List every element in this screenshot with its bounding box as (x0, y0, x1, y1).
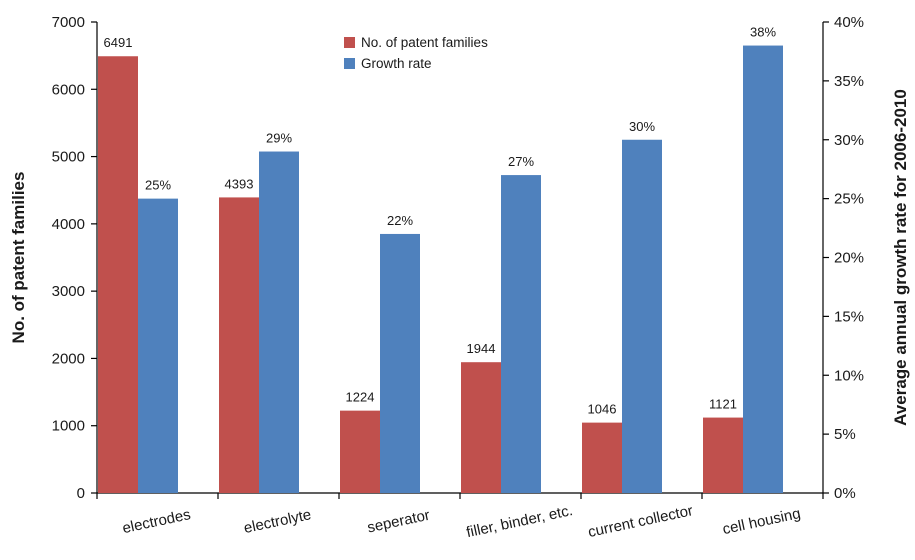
left-tick-label: 4000 (52, 216, 85, 233)
bar-growth-rate (380, 233, 420, 493)
bar-value-label: 1224 (346, 390, 375, 405)
right-tick-label: 15% (834, 308, 864, 325)
left-tick-label: 0 (77, 485, 85, 502)
bar-value-label: 4393 (225, 176, 254, 191)
bar-patent-families (461, 362, 501, 493)
left-tick-label: 7000 (52, 14, 85, 31)
bar-value-label: 1121 (709, 397, 737, 412)
bar-value-label: 22% (387, 213, 413, 228)
left-tick-label: 6000 (52, 81, 85, 98)
right-tick-label: 0% (834, 485, 856, 502)
category-label: electrolyte (242, 506, 312, 537)
right-tick-label: 5% (834, 426, 856, 443)
category-label: cell housing (721, 505, 802, 538)
bar-patent-families (703, 417, 743, 493)
left-axis-title: No. of patent families (9, 172, 28, 344)
legend-swatch (344, 58, 355, 69)
bar-value-label: 6491 (104, 35, 133, 50)
bar-growth-rate (622, 139, 662, 493)
bar-value-label: 30% (629, 119, 655, 134)
bar-growth-rate (138, 198, 178, 493)
left-tick-label: 5000 (52, 149, 85, 166)
right-tick-label: 40% (834, 14, 864, 31)
bar-patent-families (340, 410, 380, 493)
category-label: filler, binder, etc. (465, 502, 575, 541)
bar-value-label: 27% (508, 154, 534, 169)
legend-swatch (344, 37, 355, 48)
bar-growth-rate (501, 175, 541, 493)
bar-value-label: 1944 (467, 341, 496, 356)
bar-patent-families (219, 197, 259, 493)
bar-patent-families (582, 422, 622, 493)
category-label: current collector (587, 502, 695, 541)
category-label: seperator (366, 507, 432, 537)
legend-label: Growth rate (361, 56, 432, 71)
bar-value-label: 29% (266, 131, 292, 146)
left-tick-label: 1000 (52, 418, 85, 435)
bar-growth-rate (259, 151, 299, 493)
bar-patent-families (98, 56, 138, 494)
bar-value-label: 1046 (588, 402, 617, 417)
bar-value-label: 38% (750, 25, 776, 40)
right-tick-label: 30% (834, 132, 864, 149)
right-tick-label: 35% (834, 73, 864, 90)
right-tick-label: 25% (834, 191, 864, 208)
right-axis-title: Average annual growth rate for 2006-2010 (891, 89, 910, 426)
category-label: electrodes (121, 506, 192, 537)
legend-label: No. of patent families (361, 35, 488, 50)
left-tick-label: 2000 (52, 350, 85, 367)
bar-value-label: 25% (145, 178, 171, 193)
bar-growth-rate (743, 45, 783, 494)
left-tick-label: 3000 (52, 283, 85, 300)
right-tick-label: 20% (834, 250, 864, 267)
right-tick-label: 10% (834, 367, 864, 384)
